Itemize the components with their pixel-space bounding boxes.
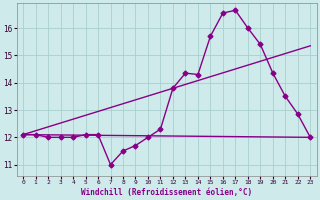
X-axis label: Windchill (Refroidissement éolien,°C): Windchill (Refroidissement éolien,°C) bbox=[81, 188, 252, 197]
